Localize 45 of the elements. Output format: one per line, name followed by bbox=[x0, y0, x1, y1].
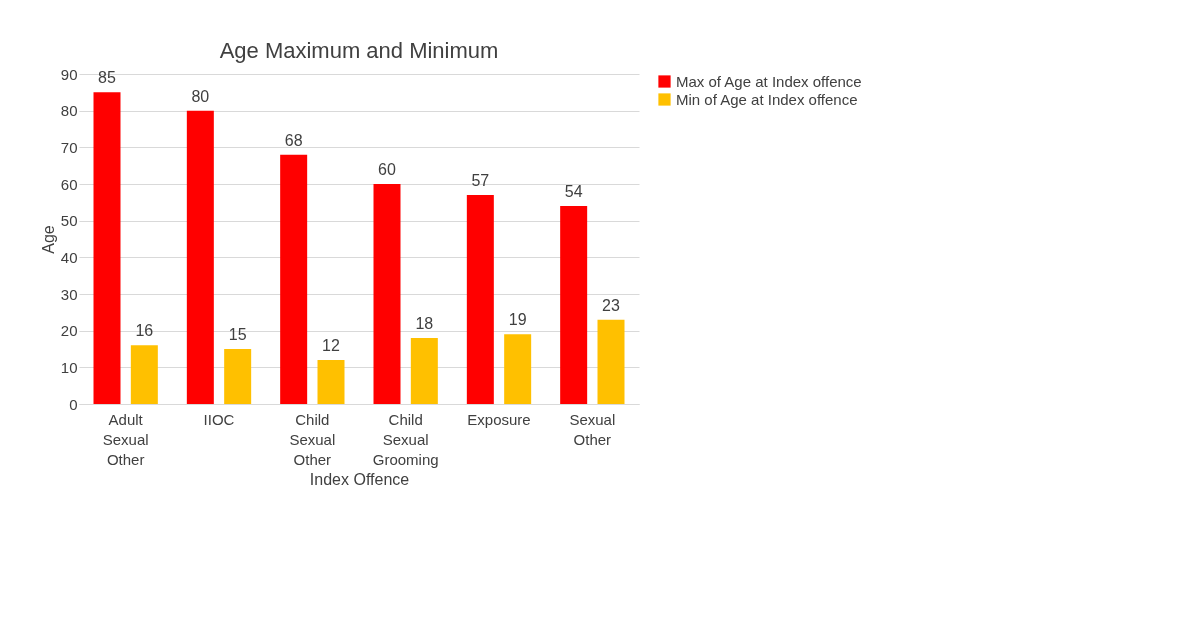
y-tick-label: 30 bbox=[60, 285, 78, 303]
data-label: 60 bbox=[378, 161, 396, 178]
data-label: 15 bbox=[228, 326, 247, 343]
y-tick-label: 20 bbox=[60, 322, 78, 340]
y-tick-label: 80 bbox=[60, 102, 78, 120]
bar bbox=[93, 92, 121, 404]
bar bbox=[224, 349, 252, 404]
bar bbox=[410, 338, 438, 404]
y-tick-label: 60 bbox=[60, 175, 78, 193]
data-label: 18 bbox=[415, 315, 434, 332]
bar bbox=[280, 154, 308, 404]
x-tick-label: Child Sexual Other bbox=[289, 410, 336, 468]
y-tick-label: 40 bbox=[60, 248, 78, 266]
y-tick-label: 70 bbox=[60, 138, 78, 156]
x-tick-label: IIOC bbox=[203, 410, 235, 428]
data-label: 16 bbox=[135, 322, 154, 340]
legend-label: Min of Age at Index offence bbox=[676, 90, 858, 108]
y-tick-label: 90 bbox=[60, 65, 78, 83]
data-label: 80 bbox=[191, 87, 210, 105]
data-label: 23 bbox=[602, 296, 620, 314]
y-axis-title: Age bbox=[39, 225, 57, 254]
bar bbox=[597, 319, 625, 404]
bar bbox=[317, 360, 345, 404]
y-tick-label: 0 bbox=[69, 395, 78, 413]
bar bbox=[560, 206, 588, 404]
bar bbox=[186, 110, 214, 404]
data-label: 19 bbox=[508, 311, 527, 329]
bar bbox=[373, 184, 401, 404]
bar bbox=[130, 345, 158, 404]
x-tick-label: Adult Sexual Other bbox=[102, 410, 149, 468]
y-tick-label: 50 bbox=[60, 212, 78, 230]
bar bbox=[504, 334, 532, 404]
data-label: 57 bbox=[471, 172, 490, 189]
data-label: 85 bbox=[98, 69, 116, 87]
y-tick-label: 10 bbox=[60, 358, 78, 376]
data-label: 68 bbox=[284, 131, 303, 149]
chart-title: Age Maximum and Minimum bbox=[219, 38, 499, 63]
data-label: 54 bbox=[564, 183, 583, 200]
legend-label: Max of Age at Index offence bbox=[676, 72, 862, 90]
x-tick-label: Exposure bbox=[467, 410, 531, 428]
data-label: 12 bbox=[322, 337, 340, 354]
x-tick-label: Child Sexual Grooming bbox=[372, 410, 439, 468]
x-axis-title: Index Offence bbox=[309, 470, 410, 488]
x-tick-label: Sexual Other bbox=[569, 410, 616, 448]
bar bbox=[466, 195, 494, 404]
